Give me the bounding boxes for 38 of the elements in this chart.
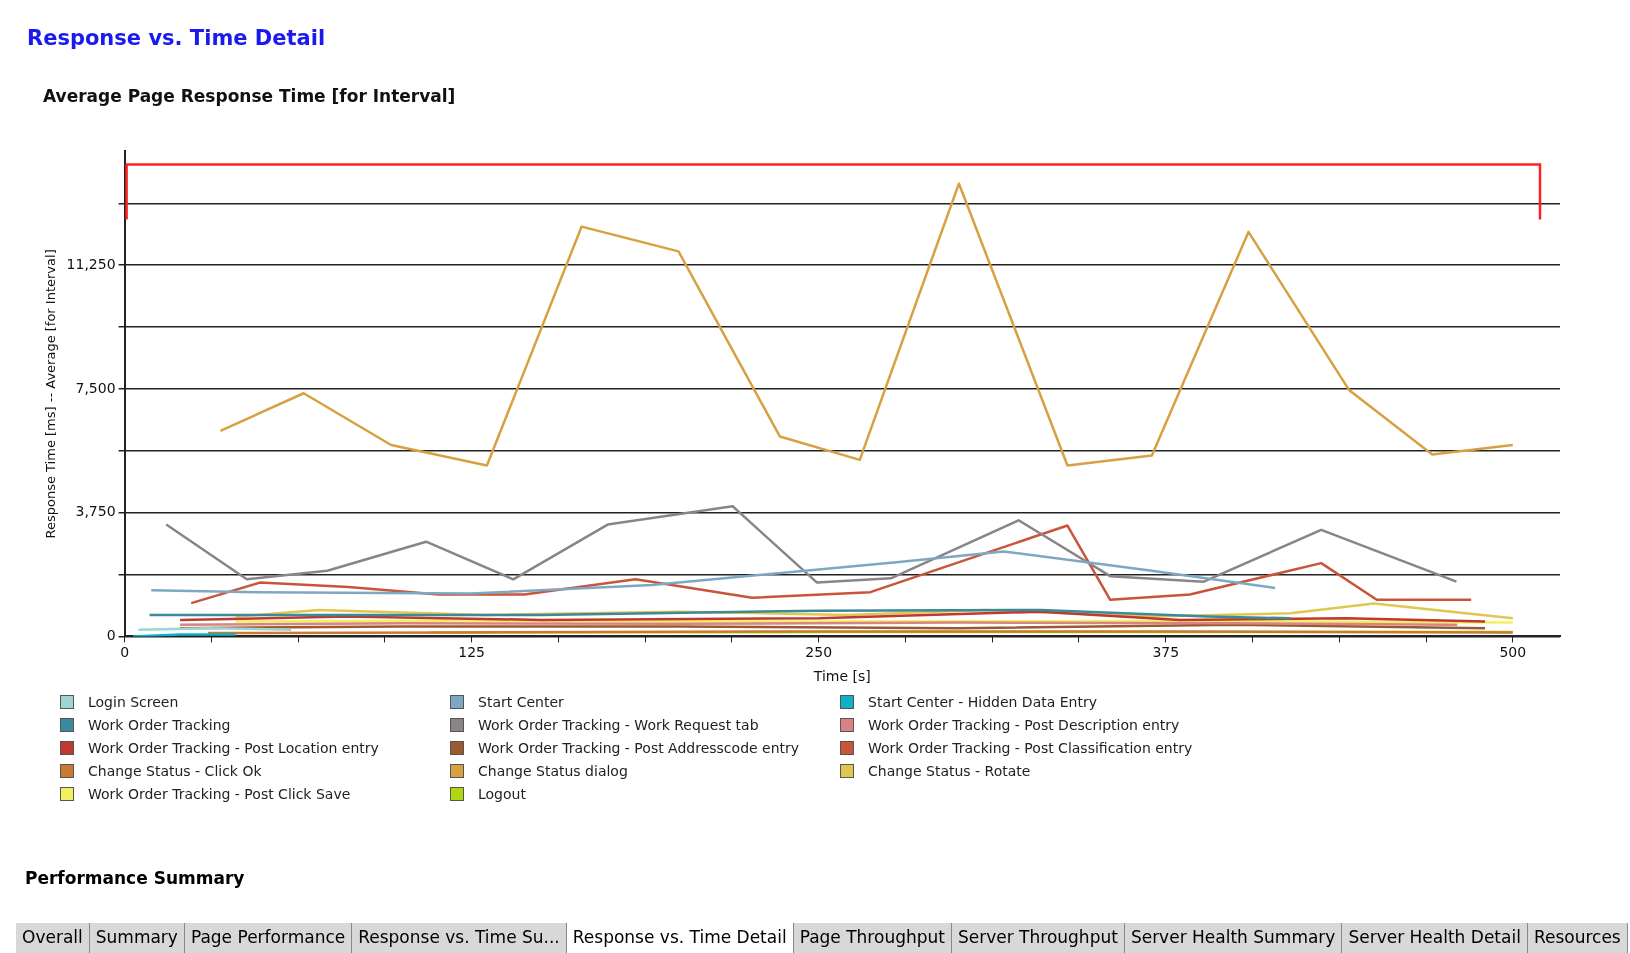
- text: Response vs. Time Detail: [566, 923, 794, 953]
- x-tick-label: 125: [458, 644, 486, 661]
- y-axis-title: Response Time [ms] -- Average [for Interval]: [43, 249, 59, 539]
- text: Page Throughput: [793, 923, 952, 953]
- text: Overall: [16, 923, 90, 953]
- x-tick-label: 0: [120, 644, 130, 661]
- legend-label: Change Status - Click Ok: [88, 763, 262, 779]
- x-axis-title: Time [s]: [812, 668, 871, 685]
- text: Server Throughput: [951, 923, 1125, 953]
- text: Page Performance: [184, 923, 353, 953]
- text: Server Health Detail: [1342, 923, 1528, 953]
- legend-label: Start Center - Hidden Data Entry: [868, 694, 1097, 710]
- legend-label: Work Order Tracking - Post Addresscode entry: [478, 740, 800, 756]
- legend-label: Work Order Tracking - Post Classification entry: [868, 740, 1193, 756]
- text: Server Health Summary: [1124, 923, 1343, 953]
- text: Summary: [89, 923, 185, 953]
- x-tick-label: 250: [805, 644, 833, 661]
- y-tick-label: 0: [106, 627, 116, 644]
- legend-label: Logout: [478, 786, 526, 802]
- y-tick-label: 7,500: [75, 379, 116, 396]
- legend-label: Start Center: [478, 694, 564, 710]
- text: Response vs. Time Su...: [352, 923, 567, 953]
- legend-label: Work Order Tracking - Work Request tab: [478, 717, 759, 733]
- chart-title: Response vs. Time Detail: [27, 26, 326, 50]
- y-tick-label: 11,250: [66, 255, 116, 272]
- x-tick-label: 500: [1499, 644, 1527, 661]
- legend-label: Change Status - Rotate: [868, 763, 1031, 779]
- legend-label: Work Order Tracking - Post Click Save: [88, 786, 351, 802]
- legend-label: Work Order Tracking: [88, 717, 231, 733]
- text: Resources: [1527, 923, 1628, 953]
- x-tick-label: 375: [1152, 644, 1180, 661]
- legend-label: Login Screen: [88, 694, 179, 710]
- text: Performance Summary: [25, 868, 245, 888]
- legend-label: Work Order Tracking - Post Description entry: [868, 717, 1180, 733]
- legend-label: Work Order Tracking - Post Location entry: [88, 740, 379, 756]
- y-tick-label: 3,750: [75, 503, 116, 520]
- chart-subtitle: Average Page Response Time [for Interval]: [43, 86, 456, 106]
- legend-label: Change Status dialog: [478, 763, 628, 779]
